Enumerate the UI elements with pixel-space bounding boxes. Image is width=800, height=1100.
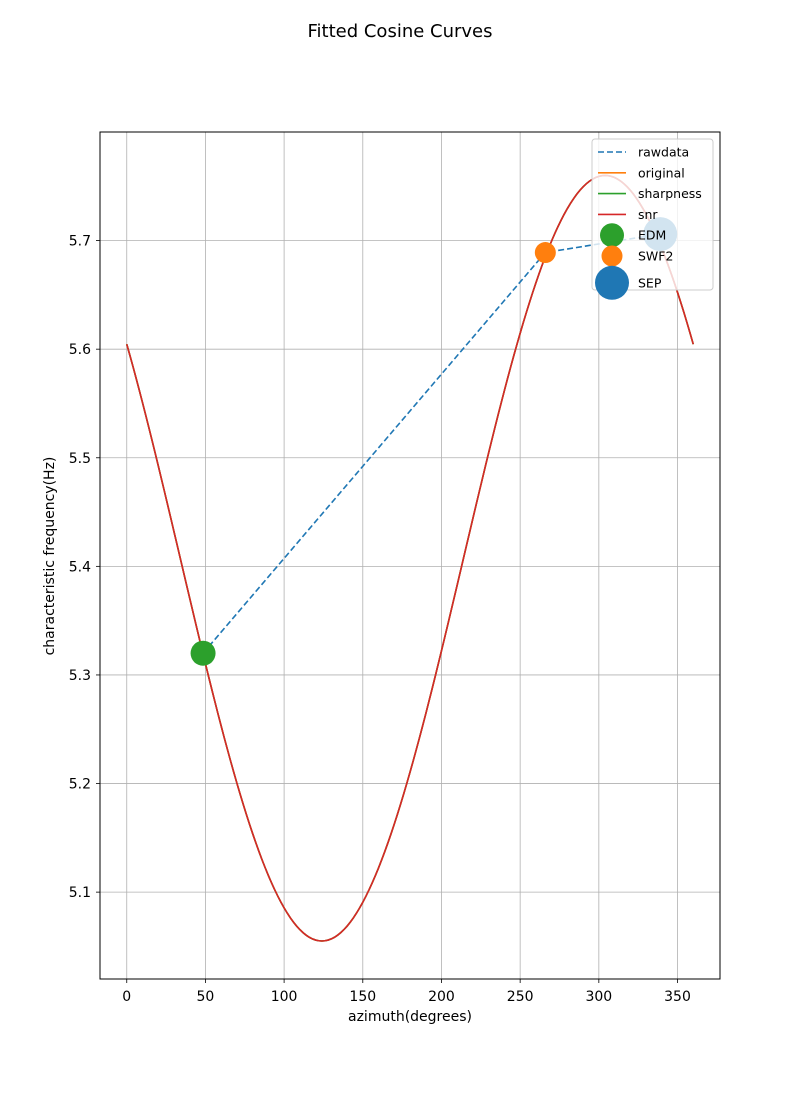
y-tick-label: 5.3 bbox=[69, 668, 91, 684]
y-axis-ticks: 5.1 5.2 5.3 5.4 5.5 5.6 5.7 bbox=[69, 234, 100, 901]
legend-swatch-sep bbox=[595, 265, 629, 300]
x-tick-label: 200 bbox=[428, 989, 455, 1005]
y-tick-label: 5.5 bbox=[69, 451, 91, 467]
y-tick-label: 5.4 bbox=[69, 559, 91, 575]
chart-title: Fitted Cosine Curves bbox=[307, 21, 492, 42]
y-axis-label: characteristic frequency(Hz) bbox=[42, 457, 58, 656]
legend-label-swf2: SWF2 bbox=[638, 249, 673, 264]
legend-label-edm: EDM bbox=[638, 228, 666, 243]
y-tick-label: 5.7 bbox=[69, 234, 91, 250]
x-tick-label: 0 bbox=[122, 989, 131, 1005]
legend: rawdata original sharpness snr EDM SWF2 SEP bbox=[591, 138, 714, 300]
legend-label-original: original bbox=[638, 165, 685, 180]
x-tick-label: 250 bbox=[507, 989, 534, 1005]
legend-label-sep: SEP bbox=[638, 275, 662, 290]
x-tick-label: 350 bbox=[664, 989, 691, 1005]
y-tick-label: 5.2 bbox=[69, 777, 91, 793]
legend-swatch-edm bbox=[600, 223, 624, 248]
marker-swf2 bbox=[534, 242, 556, 264]
x-axis-label: azimuth(degrees) bbox=[348, 1009, 472, 1025]
legend-swatch-swf2 bbox=[601, 245, 623, 267]
grid-lines bbox=[100, 132, 720, 979]
legend-label-rawdata: rawdata bbox=[638, 145, 689, 160]
y-tick-label: 5.1 bbox=[69, 885, 91, 901]
legend-box bbox=[591, 138, 714, 291]
y-tick-label: 5.6 bbox=[69, 342, 91, 358]
legend-label-snr: snr bbox=[638, 207, 658, 222]
legend-label-sharpness: sharpness bbox=[638, 186, 702, 201]
x-tick-label: 100 bbox=[271, 989, 298, 1005]
marker-edm bbox=[190, 640, 216, 666]
x-tick-label: 300 bbox=[585, 989, 612, 1005]
series-line-rawdata bbox=[202, 233, 661, 654]
x-tick-label: 150 bbox=[349, 989, 376, 1005]
x-tick-label: 50 bbox=[197, 989, 215, 1005]
x-axis-ticks: 0 50 100 150 200 250 300 350 bbox=[122, 979, 691, 1005]
plot-frame bbox=[99, 131, 721, 980]
